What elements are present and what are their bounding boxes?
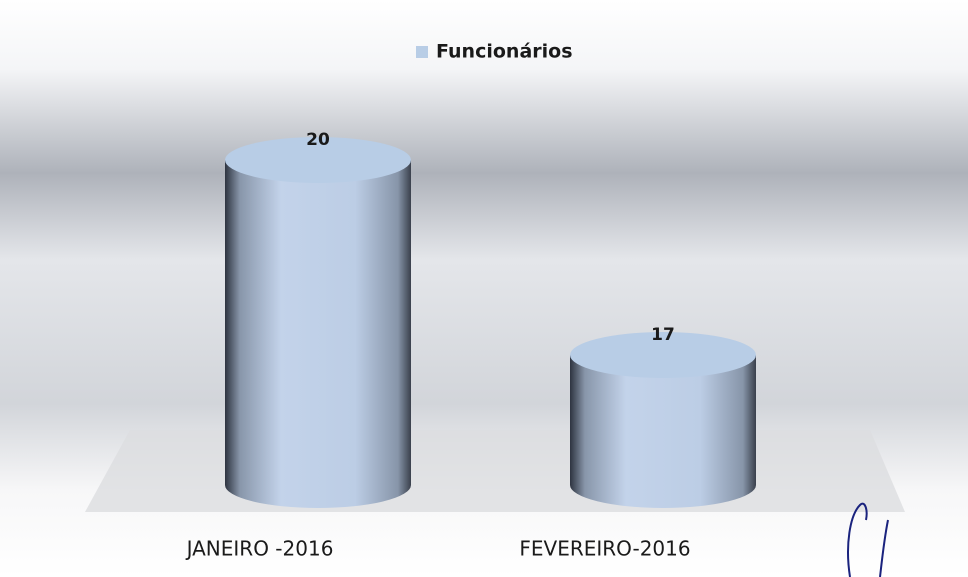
cylinder-top [570, 332, 756, 378]
x-tick-label: JANEIRO -2016 [185, 537, 334, 561]
value-label: 17 [651, 325, 675, 345]
cylinder-top [225, 137, 411, 183]
floor [85, 430, 905, 512]
x-tick-label: FEVEREIRO-2016 [519, 537, 690, 561]
cylinder-body [225, 160, 411, 508]
legend-label: Funcionários [436, 41, 573, 63]
cylinder-body [570, 355, 756, 508]
value-label: 20 [306, 130, 330, 150]
signature [847, 502, 889, 577]
legend-swatch [416, 46, 428, 58]
